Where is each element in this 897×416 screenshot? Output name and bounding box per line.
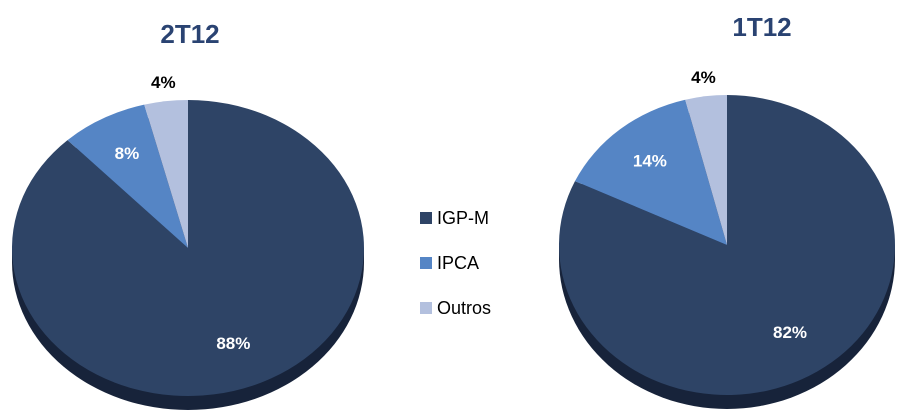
legend-label: Outros — [437, 298, 491, 318]
legend-label: IGP-M — [437, 208, 489, 228]
pie-slice — [144, 100, 188, 248]
pie-slice — [685, 95, 727, 245]
data-label: 4% — [151, 73, 176, 92]
legend-swatch — [420, 212, 432, 224]
data-label: 14% — [633, 151, 667, 170]
data-label: 8% — [115, 144, 140, 163]
legend-swatch — [420, 257, 432, 269]
data-label: 4% — [691, 68, 716, 87]
pie-slice — [12, 100, 365, 396]
data-label: 82% — [773, 323, 807, 342]
legend-label: IPCA — [437, 253, 479, 273]
legend-swatch — [420, 302, 432, 314]
data-label: 88% — [216, 334, 250, 353]
pie-slice — [67, 104, 188, 248]
chart-title: 1T12 — [732, 12, 791, 42]
pie-slice — [574, 99, 727, 245]
chart-title: 2T12 — [160, 19, 219, 49]
